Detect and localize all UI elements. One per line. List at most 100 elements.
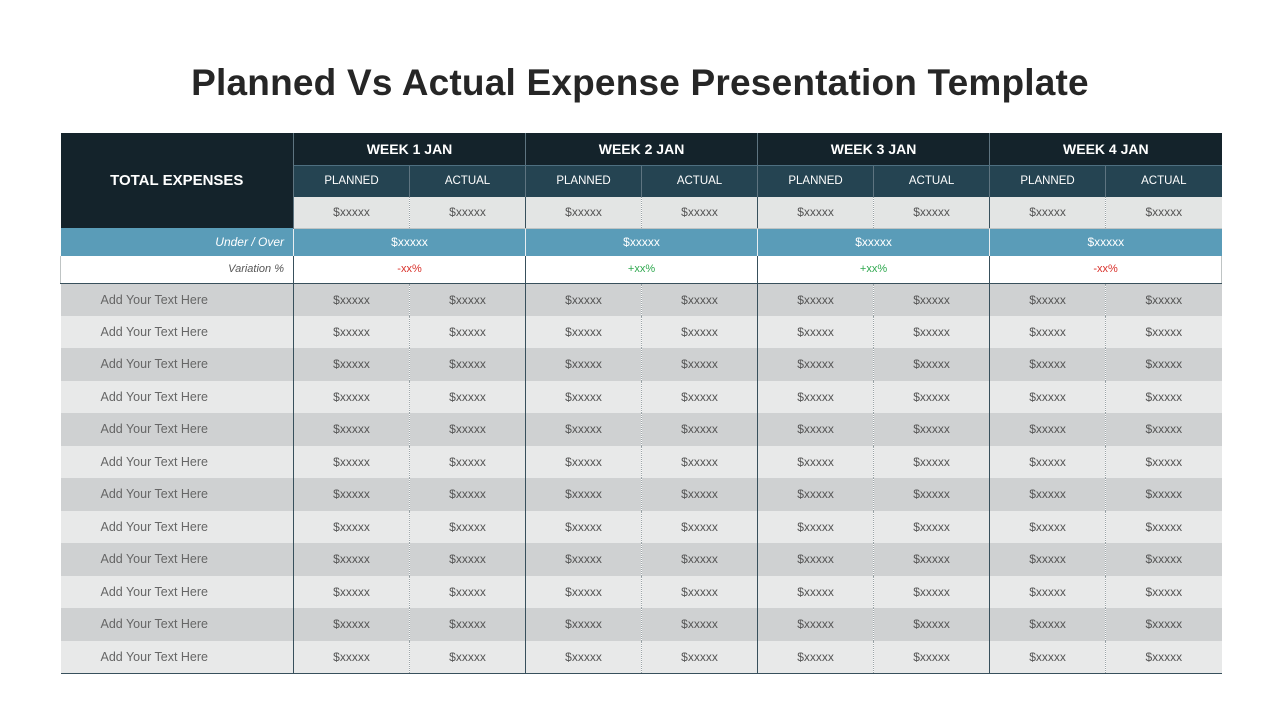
planned-value: $xxxxx: [525, 380, 642, 413]
week-header: WEEK 3 JAN: [757, 133, 990, 166]
row-label: Add Your Text Here: [60, 445, 294, 478]
planned-column-header: PLANNED: [757, 165, 874, 197]
page-title: Planned Vs Actual Expense Presentation T…: [191, 62, 1089, 103]
planned-value: $xxxxx: [757, 543, 874, 576]
planned-value: $xxxxx: [757, 348, 874, 381]
actual-value: $xxxxx: [873, 380, 990, 413]
table-row: Add Your Text Here $xxxxx $xxxxx $xxxxx $xxx…: [60, 543, 1222, 576]
planned-value: $xxxxx: [293, 413, 410, 446]
actual-value: $xxxxx: [1105, 510, 1222, 543]
planned-value: $xxxxx: [293, 283, 410, 316]
actual-value: $xxxxx: [641, 283, 758, 316]
actual-value: $xxxxx: [873, 478, 990, 511]
table-row: Add Your Text Here $xxxxx $xxxxx $xxxxx $xxx…: [60, 575, 1222, 608]
planned-column-header: PLANNED: [525, 165, 642, 197]
planned-value: $xxxxx: [757, 575, 874, 608]
table-row: Add Your Text Here $xxxxx $xxxxx $xxxxx $xxx…: [60, 640, 1222, 674]
planned-value: $xxxxx: [757, 380, 874, 413]
actual-value: $xxxxx: [641, 608, 758, 641]
actual-value: $xxxxx: [873, 315, 990, 348]
actual-value: $xxxxx: [1105, 543, 1222, 576]
planned-value: $xxxxx: [525, 348, 642, 381]
planned-value: $xxxxx: [757, 445, 874, 478]
variation-row: Variation % -xx% +xx% +xx% -xx%: [60, 256, 1223, 284]
planned-value: $xxxxx: [293, 543, 410, 576]
variation-value: +xx%: [757, 256, 990, 284]
actual-value: $xxxxx: [641, 640, 758, 674]
planned-value: $xxxxx: [525, 478, 642, 511]
table-row: Add Your Text Here $xxxxx $xxxxx $xxxxx $xxx…: [60, 413, 1222, 446]
planned-value: $xxxxx: [989, 315, 1106, 348]
actual-value: $xxxxx: [1105, 413, 1222, 446]
table-row: Add Your Text Here $xxxxx $xxxxx $xxxxx $xxx…: [60, 348, 1222, 381]
table-row: Add Your Text Here $xxxxx $xxxxx $xxxxx $xxx…: [60, 478, 1222, 511]
actual-value: $xxxxx: [873, 445, 990, 478]
planned-value: $xxxxx: [293, 315, 410, 348]
totals-row: $xxxxx $xxxxx $xxxxx $xxxxx $xxxxx $xxxx…: [61, 197, 1222, 229]
planned-column-header: PLANNED: [293, 165, 410, 197]
total-value: $xxxxx: [293, 197, 410, 229]
actual-value: $xxxxx: [408, 608, 526, 641]
actual-value: $xxxxx: [408, 640, 526, 674]
actual-value: $xxxxx: [408, 348, 526, 381]
table-row: Add Your Text Here $xxxxx $xxxxx $xxxxx $xxx…: [60, 315, 1222, 348]
actual-value: $xxxxx: [1105, 640, 1222, 674]
planned-value: $xxxxx: [989, 283, 1106, 316]
planned-value: $xxxxx: [525, 283, 642, 316]
total-value: $xxxxx: [1105, 197, 1222, 229]
total-expenses-header: TOTAL EXPENSES: [60, 133, 294, 228]
actual-value: $xxxxx: [408, 283, 526, 316]
row-label: Add Your Text Here: [60, 608, 294, 641]
actual-value: $xxxxx: [641, 510, 758, 543]
actual-column-header: ACTUAL: [1105, 165, 1222, 197]
row-label: Add Your Text Here: [60, 315, 294, 348]
row-label: Add Your Text Here: [60, 380, 294, 413]
actual-value: $xxxxx: [641, 348, 758, 381]
planned-value: $xxxxx: [293, 380, 410, 413]
variation-value: +xx%: [525, 256, 758, 284]
planned-value: $xxxxx: [989, 445, 1106, 478]
actual-value: $xxxxx: [873, 640, 990, 674]
total-value: $xxxxx: [641, 197, 758, 229]
planned-value: $xxxxx: [525, 315, 642, 348]
actual-value: $xxxxx: [1105, 608, 1222, 641]
actual-value: $xxxxx: [873, 283, 990, 316]
planned-value: $xxxxx: [989, 413, 1106, 446]
row-label: Add Your Text Here: [60, 575, 294, 608]
planned-value: $xxxxx: [757, 413, 874, 446]
under-over-value: $xxxxx: [989, 228, 1222, 256]
expense-table: TOTAL EXPENSES WEEK 1 JAN WEEK 2 JAN WEE…: [60, 133, 1223, 674]
actual-value: $xxxxx: [873, 510, 990, 543]
actual-value: $xxxxx: [408, 380, 526, 413]
row-label: Add Your Text Here: [60, 543, 294, 576]
row-label: Add Your Text Here: [60, 640, 294, 674]
row-label: Add Your Text Here: [60, 510, 294, 543]
actual-value: $xxxxx: [873, 413, 990, 446]
row-label: Add Your Text Here: [60, 478, 294, 511]
planned-value: $xxxxx: [757, 640, 874, 674]
actual-value: $xxxxx: [873, 575, 990, 608]
planned-value: $xxxxx: [757, 608, 874, 641]
planned-value: $xxxxx: [989, 575, 1106, 608]
actual-value: $xxxxx: [873, 348, 990, 381]
actual-value: $xxxxx: [641, 478, 758, 511]
actual-value: $xxxxx: [641, 445, 758, 478]
total-value: $xxxxx: [757, 197, 874, 229]
actual-value: $xxxxx: [641, 543, 758, 576]
planned-value: $xxxxx: [293, 510, 410, 543]
actual-value: $xxxxx: [408, 543, 526, 576]
planned-value: $xxxxx: [525, 543, 642, 576]
actual-value: $xxxxx: [641, 380, 758, 413]
planned-value: $xxxxx: [757, 478, 874, 511]
planned-value: $xxxxx: [293, 640, 410, 674]
planned-column-header: PLANNED: [989, 165, 1106, 197]
actual-value: $xxxxx: [641, 413, 758, 446]
planned-value: $xxxxx: [525, 608, 642, 641]
planned-value: $xxxxx: [989, 478, 1106, 511]
actual-value: $xxxxx: [1105, 283, 1222, 316]
actual-value: $xxxxx: [1105, 575, 1222, 608]
actual-value: $xxxxx: [408, 445, 526, 478]
planned-value: $xxxxx: [525, 413, 642, 446]
table-row: Add Your Text Here $xxxxx $xxxxx $xxxxx $xxx…: [60, 380, 1222, 413]
actual-column-header: ACTUAL: [873, 165, 990, 197]
